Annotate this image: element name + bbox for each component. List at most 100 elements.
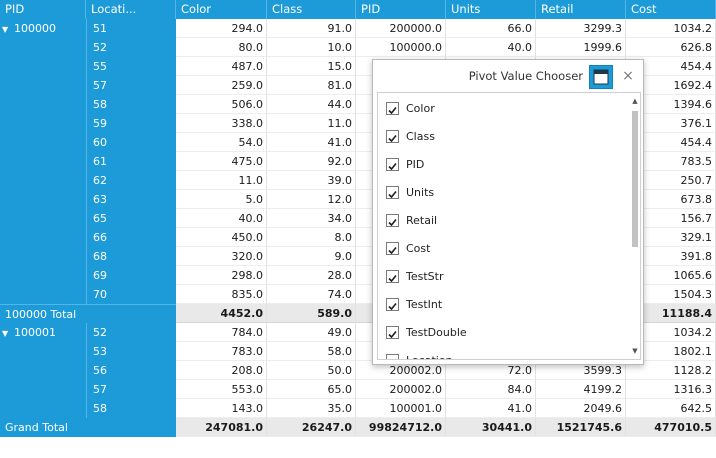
location-cell: 53 — [86, 342, 176, 361]
column-header-row: PID Locati... Color Class PID Units Retail Cost — [0, 0, 716, 19]
scroll-thumb[interactable] — [632, 111, 638, 247]
checkbox[interactable] — [386, 158, 399, 171]
grand-total-value-cell: 1521745.6 — [536, 418, 626, 437]
field-label: TestInt — [406, 298, 443, 311]
close-icon[interactable]: × — [622, 68, 634, 84]
value-cell: 11.0 — [176, 171, 267, 190]
check-icon — [388, 162, 397, 171]
column-header[interactable]: PID — [356, 0, 446, 19]
column-header[interactable]: PID — [0, 0, 86, 19]
table-row: 62 11.0 39.0 250.7 — [0, 171, 716, 190]
value-cell: 44.0 — [267, 95, 356, 114]
value-cell: 92.0 — [267, 152, 356, 171]
location-cell: 57 — [86, 380, 176, 399]
field-label: Cost — [406, 242, 431, 255]
value-cell: 39.0 — [267, 171, 356, 190]
location-cell: 69 — [86, 266, 176, 285]
pivot-value-chooser-panel: Pivot Value Chooser × Color Class PID Units… — [372, 59, 644, 365]
value-cell: 58.0 — [267, 342, 356, 361]
total-value-cell: 11188.4 — [626, 304, 716, 323]
group-label: 100000 — [14, 22, 56, 35]
field-label: Location — [406, 351, 453, 359]
location-cell: 58 — [86, 95, 176, 114]
field-label: Class — [406, 130, 435, 143]
value-cell: 553.0 — [176, 380, 267, 399]
column-header[interactable]: Locati... — [86, 0, 176, 19]
chooser-field-list: Color Class PID Units Retail Cost TestStr TestI… — [377, 92, 641, 360]
value-cell: 41.0 — [267, 133, 356, 152]
total-value-cell: 4452.0 — [176, 304, 267, 323]
check-icon — [388, 190, 397, 199]
grand-total-value-cell: 247081.0 — [176, 418, 267, 437]
table-row: 56 208.0 50.0 200002.0 72.0 3599.3 1128.2 — [0, 361, 716, 380]
column-header[interactable]: Class — [267, 0, 356, 19]
value-cell: 200002.0 — [356, 380, 446, 399]
column-header[interactable]: Cost — [626, 0, 716, 19]
checkbox[interactable] — [386, 270, 399, 283]
location-cell: 68 — [86, 247, 176, 266]
value-cell: 15.0 — [267, 57, 356, 76]
table-row: 70 835.0 74.0 1504.3 — [0, 285, 716, 304]
value-cell: 40.0 — [446, 38, 536, 57]
checkbox[interactable] — [386, 102, 399, 115]
location-cell: 62 — [86, 171, 176, 190]
column-header[interactable]: Retail — [536, 0, 626, 19]
value-cell: 320.0 — [176, 247, 267, 266]
grand-total-value-cell: 99824712.0 — [356, 418, 446, 437]
chooser-window-icon[interactable] — [589, 65, 613, 89]
check-icon — [388, 218, 397, 227]
value-cell: 91.0 — [267, 19, 356, 38]
checkbox[interactable] — [386, 326, 399, 339]
field-label: Units — [406, 186, 435, 199]
column-header[interactable]: Units — [446, 0, 536, 19]
collapse-icon[interactable]: ▼ — [2, 25, 9, 34]
field-label: Color — [406, 102, 435, 115]
value-cell: 54.0 — [176, 133, 267, 152]
table-row: 63 5.0 12.0 673.8 — [0, 190, 716, 209]
collapse-icon[interactable]: ▼ — [2, 329, 9, 338]
scroll-up-icon[interactable]: ▲ — [632, 97, 638, 105]
check-icon — [388, 106, 397, 115]
chooser-title-bar: Pivot Value Chooser × — [373, 60, 643, 92]
grand-total-label: Grand Total — [0, 418, 176, 437]
value-cell: 34.0 — [267, 209, 356, 228]
scroll-down-icon[interactable]: ▼ — [632, 347, 638, 355]
location-cell: 51 — [86, 19, 176, 38]
field-label: Retail — [406, 214, 438, 227]
checkbox[interactable] — [386, 186, 399, 199]
checkbox[interactable] — [386, 130, 399, 143]
value-cell: 50.0 — [267, 361, 356, 380]
value-cell: 100001.0 — [356, 399, 446, 418]
location-cell: 65 — [86, 209, 176, 228]
location-cell: 56 — [86, 361, 176, 380]
field-label: TestDouble — [406, 326, 467, 339]
value-cell: 66.0 — [446, 19, 536, 38]
value-cell: 3599.3 — [536, 361, 626, 380]
location-cell: 52 — [86, 323, 176, 342]
window-icon — [593, 69, 609, 85]
value-cell: 41.0 — [446, 399, 536, 418]
table-row: 58 143.0 35.0 100001.0 41.0 2049.6 642.5 — [0, 399, 716, 418]
chooser-scrollbar[interactable]: ▲ ▼ — [629, 93, 640, 359]
grand-total-value-cell: 477010.5 — [626, 418, 716, 437]
value-cell: 487.0 — [176, 57, 267, 76]
location-cell: 61 — [86, 152, 176, 171]
value-cell: 65.0 — [267, 380, 356, 399]
grand-total-value-cell: 30441.0 — [446, 418, 536, 437]
value-cell: 40.0 — [176, 209, 267, 228]
group-header-pid: ▼ 100001 — [0, 323, 86, 418]
value-cell: 5.0 — [176, 190, 267, 209]
checkbox[interactable] — [386, 214, 399, 227]
checkbox[interactable] — [386, 298, 399, 311]
checkbox[interactable] — [386, 354, 399, 359]
location-cell: 60 — [86, 133, 176, 152]
value-cell: 4199.2 — [536, 380, 626, 399]
checkbox[interactable] — [386, 242, 399, 255]
value-cell: 298.0 — [176, 266, 267, 285]
column-header[interactable]: Color — [176, 0, 267, 19]
value-cell: 35.0 — [267, 399, 356, 418]
value-cell: 200002.0 — [356, 361, 446, 380]
field-label: PID — [406, 158, 425, 171]
value-cell: 450.0 — [176, 228, 267, 247]
value-cell: 72.0 — [446, 361, 536, 380]
